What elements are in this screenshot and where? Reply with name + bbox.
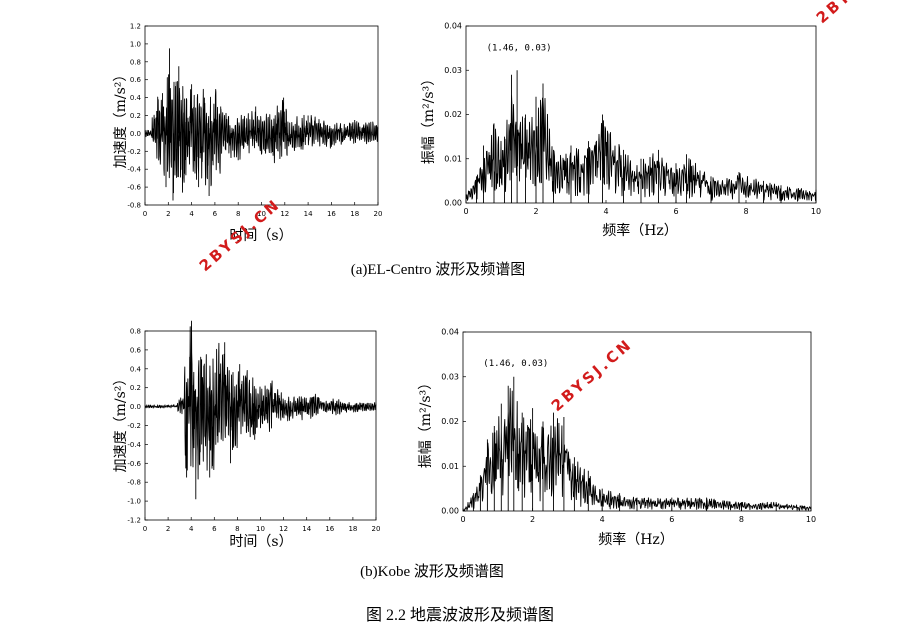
y-tick-label: 0.4 [130,365,142,373]
y-tick-label: 0.00 [441,507,459,516]
y-tick-label: 0.6 [130,76,142,84]
y-tick-label: 0.2 [130,384,141,392]
y-tick-label: 0.4 [130,94,142,102]
x-tick-label: 8 [743,207,748,216]
y-axis-label: 振幅（m²/s³） [418,376,434,468]
y-tick-label: -0.4 [127,441,141,449]
x-tick-label: 6 [669,515,674,524]
x-axis-label: 频率（Hz） [598,531,674,548]
kobe-waveform-chart: -1.2 -1.0 -0.8 -0.6 -0.4 -0.2 0.0 0.2 0.4 0.6 0.8 0… [113,320,381,550]
y-tick-label: 0.03 [444,66,462,75]
caption-a: (a)EL-Centro 波形及频谱图 [351,261,526,278]
x-tick-label: 12 [279,525,288,533]
x-tick-label: 18 [350,210,359,218]
x-tick-label: 14 [302,525,311,533]
x-tick-label: 20 [372,525,381,533]
y-tick-label: 0.04 [444,22,462,31]
x-tick-label: 8 [739,515,744,524]
x-tick-label: 12 [280,210,289,218]
x-tick-label: 4 [189,210,194,218]
x-tick-label: 6 [213,210,218,218]
series-line [462,376,812,512]
y-tick-label: 0.01 [444,154,462,163]
x-axis-label: 时间（s） [229,534,292,550]
series-line [465,70,817,203]
x-tick-label: 0 [460,515,465,524]
x-tick-label: 2 [166,525,170,533]
series-line [144,320,377,500]
y-axis-label: 加速度（m/s²） [113,372,129,473]
y-tick-label: -0.2 [127,422,141,430]
x-tick-label: 4 [189,525,194,533]
y-tick-label: -0.6 [127,460,141,468]
x-tick-label: 0 [143,210,147,218]
x-tick-label: 14 [304,210,313,218]
y-tick-label: -0.8 [127,479,141,487]
x-tick-label: 18 [348,525,357,533]
y-tick-label: -1.0 [127,498,141,506]
x-tick-label: 0 [463,207,468,216]
x-tick-label: 0 [143,525,147,533]
x-tick-label: 10 [256,525,265,533]
peak-annotation: (1.46, 0.03) [483,359,548,369]
x-tick-label: 8 [236,210,240,218]
x-tick-label: 10 [811,207,821,216]
y-tick-label: 0.04 [441,328,459,337]
x-axis-label: 频率（Hz） [602,222,678,239]
y-tick-label: -1.2 [127,517,141,525]
kobe-spectrum-chart: 0.00 0.01 0.02 0.03 0.04 0 2 4 6 8 10 振幅（m²/s³） 频率（H… [418,328,816,549]
y-tick-label: -0.8 [127,202,141,210]
y-tick-label: 0.8 [130,328,141,336]
y-tick-label: -0.6 [127,184,141,192]
y-axis-label: 加速度（m/s²） [113,68,129,169]
x-tick-label: 2 [533,207,538,216]
y-tick-label: -0.4 [127,166,141,174]
x-tick-label: 8 [235,525,239,533]
y-tick-label: 1.0 [130,40,141,48]
y-tick-label: 0.6 [130,346,142,354]
watermark-2: 2BYSJ.CN [548,335,636,415]
x-tick-label: 10 [257,210,266,218]
x-tick-label: 6 [212,525,217,533]
x-tick-label: 4 [600,515,605,524]
series-line [144,48,379,201]
el-centro-waveform-chart: -0.8 -0.6 -0.4 -0.2 0.0 0.2 0.4 0.6 0.8 1.0 1.2 0 2 4… [113,23,382,245]
y-tick-label: 0.2 [130,112,141,120]
x-tick-label: 2 [166,210,170,218]
y-tick-label: 0.03 [441,372,459,381]
y-tick-label: 0.02 [444,110,462,119]
y-tick-label: 0.00 [444,199,462,208]
x-tick-label: 6 [673,207,678,216]
y-tick-label: 0.01 [441,462,459,471]
x-axis-label: 时间（s） [229,228,292,244]
x-tick-label: 16 [327,210,336,218]
watermark-3: 2BYSJ.CN [813,0,901,27]
y-tick-label: 0.02 [441,417,459,426]
y-axis-label: 振幅（m²/s³） [421,72,437,164]
x-tick-label: 20 [374,210,383,218]
y-tick-label: 0.0 [130,130,141,138]
y-tick-label: 1.2 [130,23,141,31]
x-tick-label: 16 [325,525,334,533]
y-tick-label: -0.2 [127,148,141,156]
y-tick-label: 0.8 [130,58,141,66]
el-centro-spectrum-chart: 0.00 0.01 0.02 0.03 0.04 0 2 4 6 8 10 振幅（m²/s³） 频率（H… [421,22,821,240]
peak-annotation: (1.46, 0.03) [487,43,552,53]
x-tick-label: 4 [603,207,608,216]
y-tick-label: 0.0 [130,403,141,411]
x-tick-label: 10 [806,515,816,524]
x-tick-label: 2 [530,515,535,524]
caption-b: (b)Kobe 波形及频谱图 [360,563,504,580]
figure-caption: 图 2.2 地震波波形及频谱图 [366,606,554,624]
